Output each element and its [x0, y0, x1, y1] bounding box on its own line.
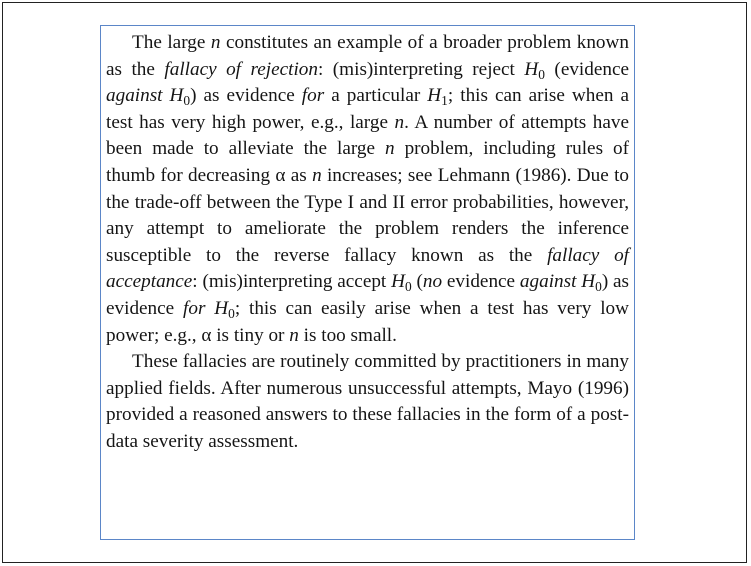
- italic-text: H: [214, 297, 229, 319]
- subscript: 0: [404, 279, 412, 295]
- paragraph-1: The large n constitutes an example of a …: [106, 30, 629, 349]
- italic-text: n: [210, 32, 221, 53]
- subscript: 0: [228, 305, 235, 321]
- text-run: constitutes an example of a broader prob…: [106, 32, 629, 80]
- excerpt-box: The large n constitutes an example of a …: [100, 25, 635, 540]
- text-run: : (mis)interpreting reject: [317, 58, 525, 80]
- subscript: 0: [183, 92, 191, 108]
- text-run: . A number of attempts have been made to…: [106, 111, 629, 160]
- italic-text: against: [106, 85, 163, 107]
- italic-text: H: [581, 271, 596, 293]
- italic-text: H: [391, 271, 405, 293]
- text-run: (: [411, 271, 423, 293]
- text-run: ) as evidence: [106, 271, 630, 319]
- text-run: ; this can arise when a test has very hi…: [106, 85, 629, 133]
- text-run: These fallacies are routinely committed …: [106, 351, 629, 452]
- text-run: ) as evidence: [190, 85, 302, 107]
- italic-text: H: [169, 85, 184, 107]
- italic-text: n: [312, 164, 322, 186]
- italic-text: fallacy of acceptance: [106, 244, 629, 293]
- text-run: [205, 298, 214, 319]
- subscript: 1: [441, 92, 448, 108]
- italic-text: no: [422, 271, 443, 293]
- text-run: (evidence: [544, 58, 629, 80]
- italic-text: for: [183, 297, 206, 319]
- italic-text: fallacy of rejection: [164, 58, 318, 80]
- text-run: problem, including rules of thumb for de…: [106, 138, 630, 186]
- italic-text: n: [289, 324, 299, 346]
- italic-text: H: [524, 58, 539, 80]
- text-run: evidence: [442, 271, 520, 293]
- paragraph-2: These fallacies are routinely committed …: [106, 349, 629, 455]
- text-run: increases; see Lehmann (1986). Due to th…: [106, 164, 629, 266]
- italic-text: H: [427, 85, 442, 107]
- text-run: is too small.: [298, 324, 397, 346]
- italic-text: n: [394, 111, 405, 133]
- text-run: The large: [132, 32, 211, 53]
- italic-text: n: [385, 138, 395, 160]
- subscript: 0: [595, 279, 602, 295]
- text-run: : (mis)interpreting accept: [192, 271, 392, 293]
- text-run: ; this can easily arise when a test has …: [106, 297, 629, 346]
- subscript: 0: [538, 66, 545, 82]
- text-run: [163, 85, 170, 106]
- italic-text: against: [519, 271, 577, 293]
- italic-text: for: [301, 85, 325, 107]
- text-run: a particular: [324, 85, 428, 107]
